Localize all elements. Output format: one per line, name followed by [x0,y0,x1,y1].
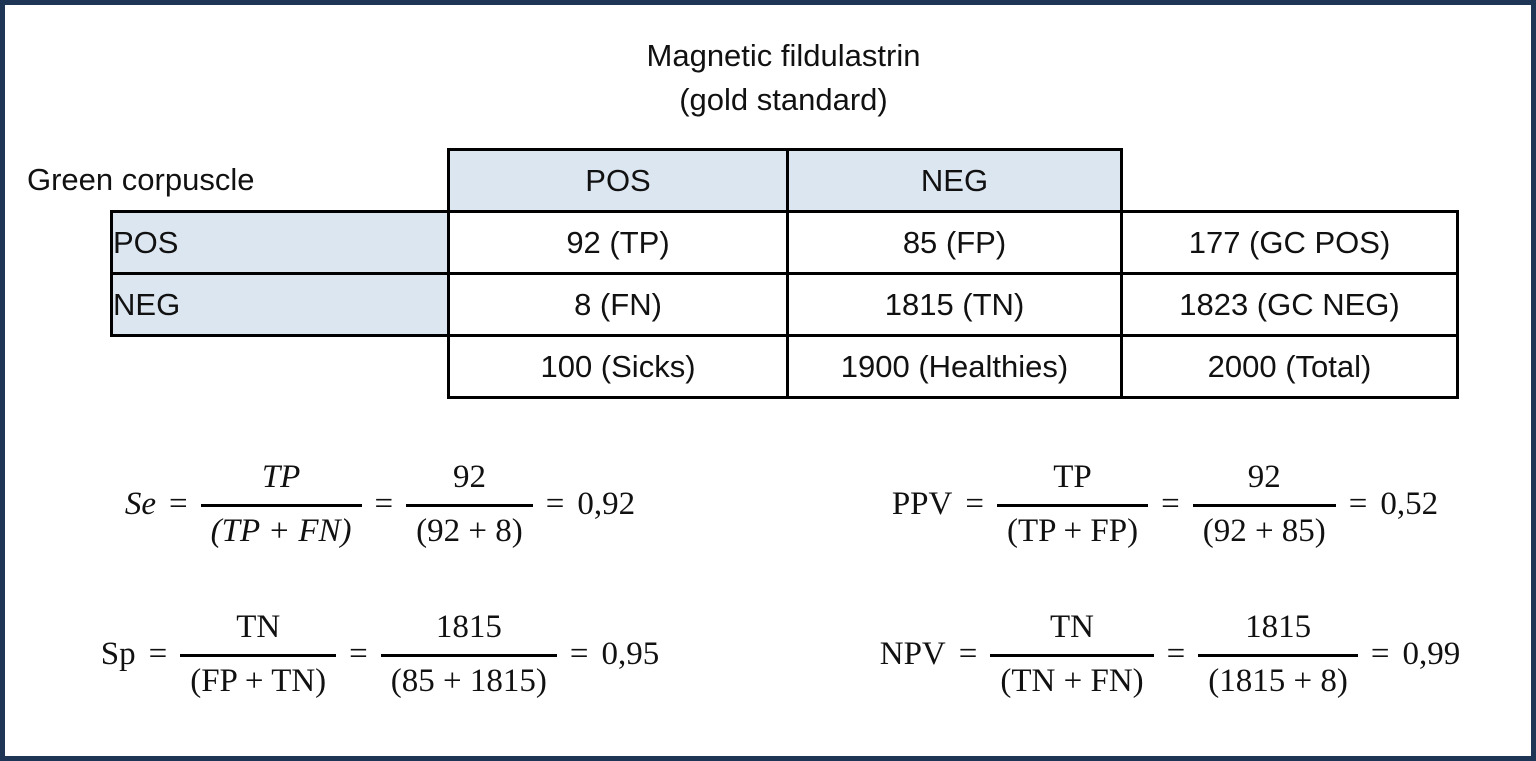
equals-sign: = [1348,485,1368,522]
corner-spacer [112,150,449,212]
gold-standard-title-line2: (gold standard) [679,82,888,117]
fraction-numerator: 92 [1247,458,1281,495]
fraction-numerator: TN [1050,608,1095,645]
formula-result: 0,95 [601,635,660,672]
table-totals-row: 100 (Sicks) 1900 (Healthies) 2000 (Total… [112,334,1459,399]
col-header-pos: POS [447,148,789,213]
fraction-numerator: 92 [452,458,486,495]
row-header-neg: NEG [110,272,450,337]
gold-standard-title: Magnetic fildulastrin (gold standard) [447,34,1120,122]
formula-result: 0,99 [1402,635,1461,672]
header-spacer [1122,150,1458,212]
numeric-fraction: 1815 (1815 + 8) [1198,607,1358,702]
confusion-matrix-table: POS NEG POS 92 (TP) 85 (FP) 177 (GC POS)… [110,148,1459,399]
cell-healthies-total: 1900 (Healthies) [786,334,1123,399]
numeric-fraction: 1815 (85 + 1815) [380,607,557,702]
equals-sign: = [169,485,188,522]
cell-false-negative: 8 (FN) [447,272,789,337]
formula-label: NPV [879,635,946,672]
fraction-numerator: TP [261,458,301,495]
formula-label: PPV [891,485,953,522]
totals-spacer [112,336,449,398]
equals-sign: = [1166,635,1186,672]
equals-sign: = [569,635,589,672]
fraction-denominator: (TP + FN) [200,503,362,552]
formula-label: Se [124,485,157,522]
symbolic-fraction: TP (TP + FP) [996,457,1149,552]
cell-grand-total: 2000 (Total) [1120,334,1459,399]
fraction-numerator: TP [1053,458,1092,495]
fraction-denominator: (TN + FN) [990,653,1154,702]
equals-sign: = [958,635,978,672]
fraction-denominator: (TP + FP) [996,503,1149,552]
cell-true-negative: 1815 (TN) [786,272,1123,337]
col-header-neg: NEG [786,148,1123,213]
equals-sign: = [545,485,565,522]
equals-sign: = [349,635,368,672]
fraction-denominator: (FP + TN) [180,653,337,702]
table-header-row: POS NEG [112,148,1458,213]
fraction-denominator: (1815 + 8) [1198,653,1358,702]
symbolic-fraction: TP (TP + FN) [200,457,362,552]
equals-sign: = [965,485,984,522]
formula-npv: NPV = TN (TN + FN) = 1815 (1815 + 8) = 0… [825,588,1515,720]
gold-standard-title-line1: Magnetic fildulastrin [646,38,921,73]
cell-gc-neg-total: 1823 (GC NEG) [1120,272,1459,337]
formula-result: 0,92 [577,485,636,522]
equals-sign: = [1370,635,1390,672]
symbolic-fraction: TN (FP + TN) [180,607,337,702]
table-row: NEG 8 (FN) 1815 (TN) 1823 (GC NEG) [110,272,1459,337]
symbolic-fraction: TN (TN + FN) [990,607,1154,702]
cell-true-positive: 92 (TP) [447,210,789,275]
fraction-denominator: (92 + 8) [406,503,533,552]
cell-gc-pos-total: 177 (GC POS) [1120,210,1459,275]
formula-label: Sp [100,635,136,672]
table-row: POS 92 (TP) 85 (FP) 177 (GC POS) [110,210,1459,275]
cell-sicks-total: 100 (Sicks) [447,334,789,399]
fraction-denominator: (85 + 1815) [380,653,557,702]
equals-sign: = [1161,485,1180,522]
test-axis-label: Green corpuscle [27,162,255,197]
equals-sign: = [374,485,394,522]
cell-false-positive: 85 (FP) [786,210,1123,275]
numeric-fraction: 92 (92 + 85) [1192,457,1336,552]
fraction-numerator: 1815 [435,608,502,645]
formula-sensitivity: Se = TP (TP + FN) = 92 (92 + 8) = 0,92 [55,438,705,570]
fraction-numerator: TN [236,608,281,645]
row-header-pos: POS [110,210,450,275]
fraction-denominator: (92 + 85) [1192,503,1336,552]
formula-result: 0,52 [1380,485,1439,522]
numeric-fraction: 92 (92 + 8) [406,457,533,552]
fraction-numerator: 1815 [1245,608,1312,645]
equals-sign: = [148,635,168,672]
formula-specificity: Sp = TN (FP + TN) = 1815 (85 + 1815) = 0… [35,588,725,720]
formula-ppv: PPV = TP (TP + FP) = 92 (92 + 85) = 0,52 [825,438,1505,570]
